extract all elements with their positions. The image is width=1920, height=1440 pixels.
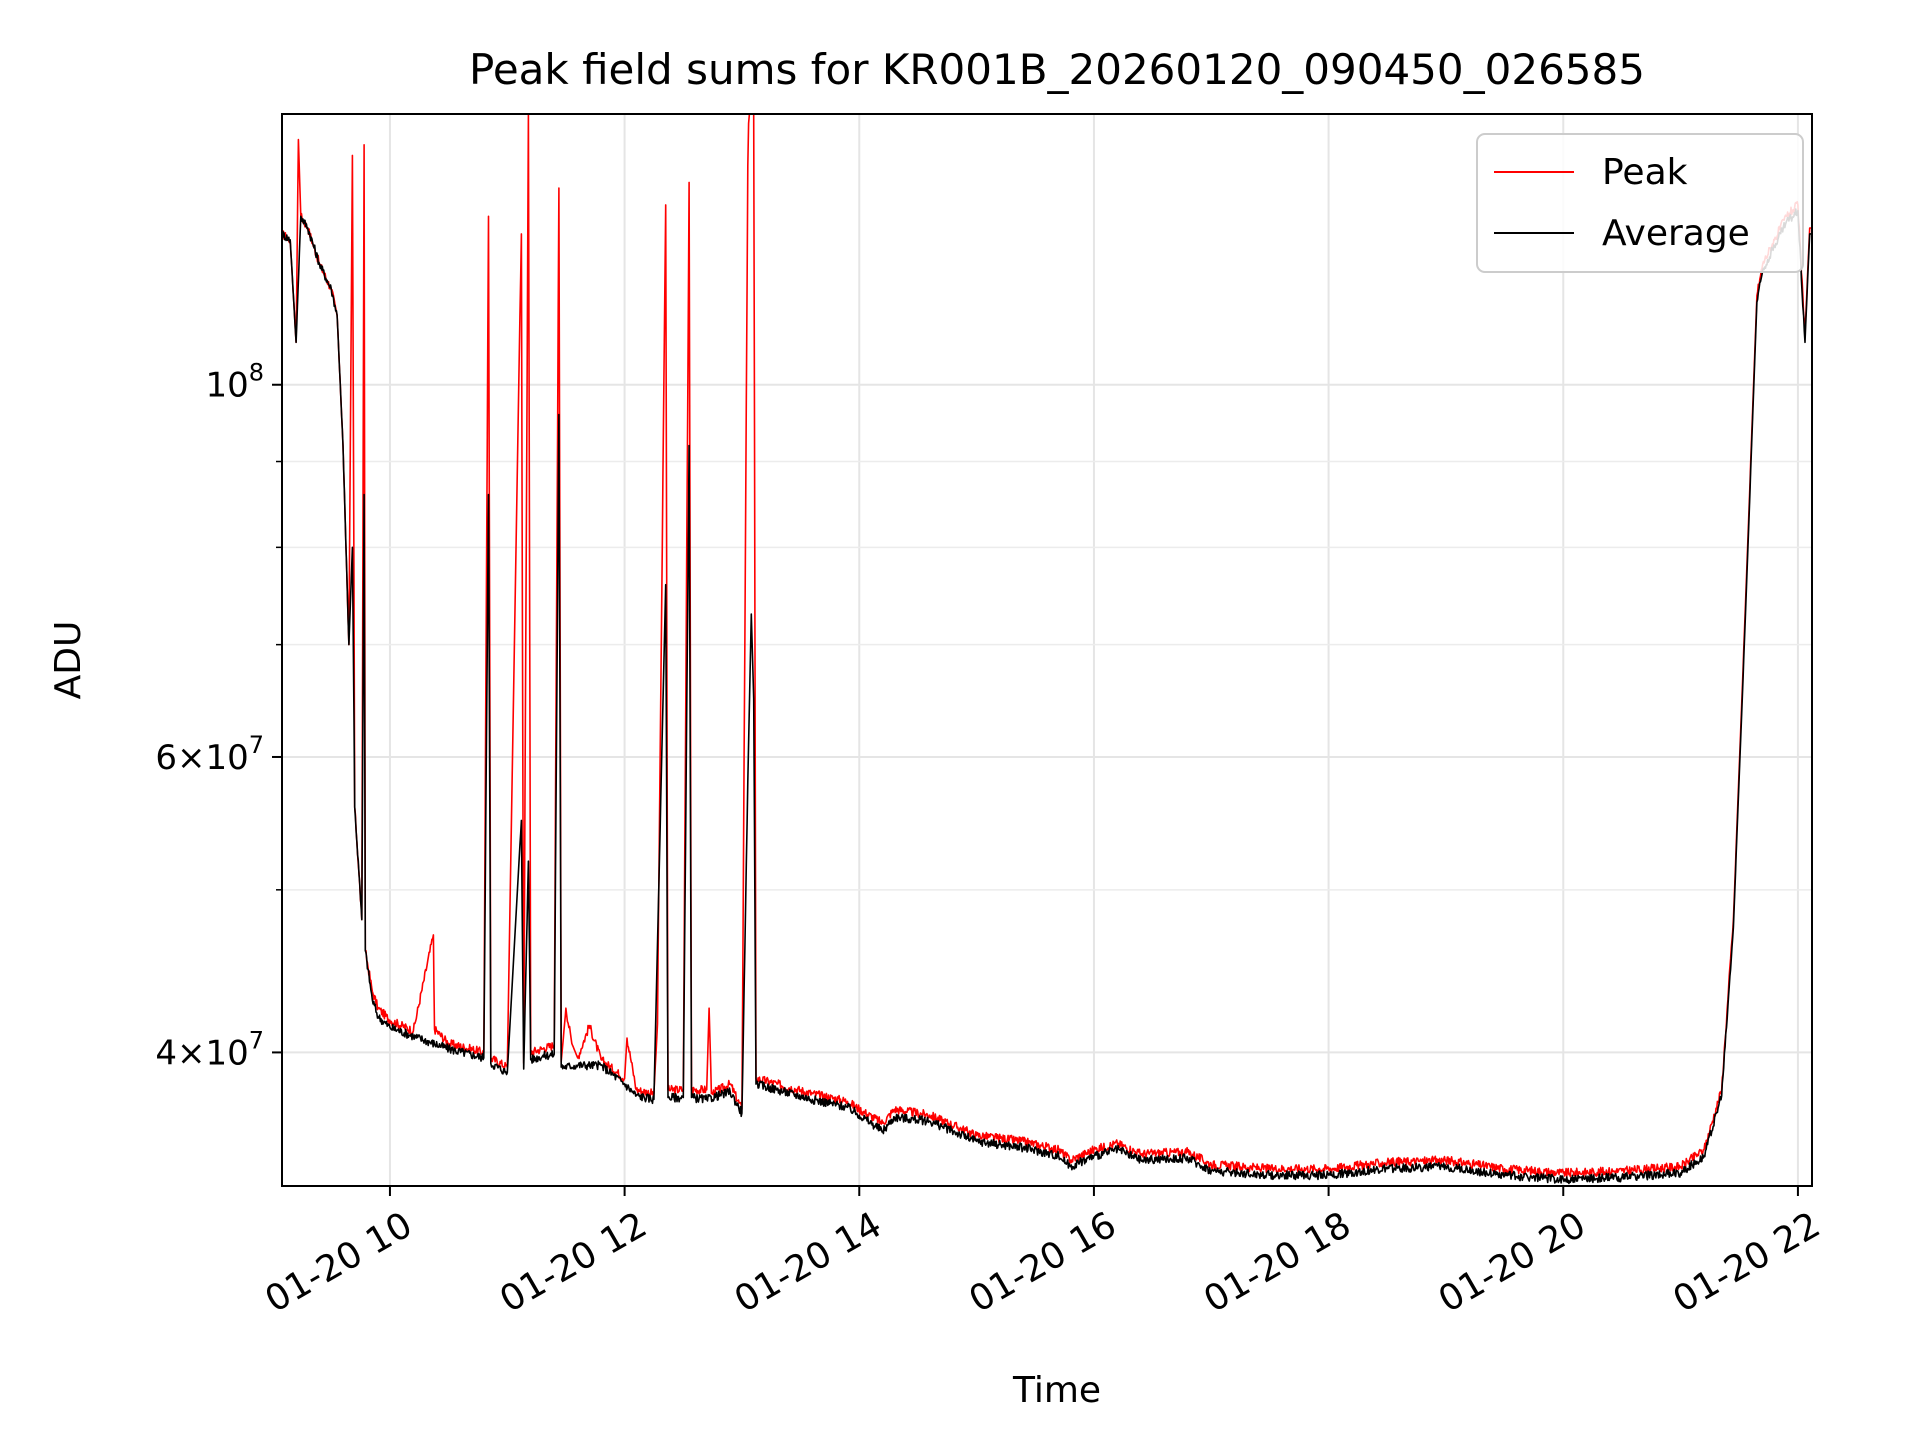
chart-title: Peak field sums for KR001B_20260120_0904… bbox=[469, 45, 1645, 94]
plot-background bbox=[282, 114, 1812, 1186]
legend-box bbox=[1476, 133, 1804, 273]
y-tick-label: 4×107 bbox=[155, 1026, 264, 1073]
legend-peak-label: Peak bbox=[1602, 152, 1688, 193]
y-tick-label: 108 bbox=[205, 359, 264, 406]
plot-frame bbox=[281, 113, 1813, 1187]
y-axis-label: ADU bbox=[48, 621, 89, 700]
series-line-average bbox=[282, 208, 1812, 1185]
plot-area bbox=[281, 113, 1813, 1187]
legend: Peak Average bbox=[1476, 133, 1804, 273]
y-axis: 4×107 6×107 108 bbox=[155, 359, 282, 1073]
series-line-peak bbox=[282, 114, 1812, 1178]
x-axis-label: Time bbox=[1012, 1370, 1101, 1411]
legend-average-label: Average bbox=[1602, 213, 1750, 254]
series-layer bbox=[282, 114, 1812, 1185]
y-tick-label: 6×107 bbox=[155, 731, 264, 778]
